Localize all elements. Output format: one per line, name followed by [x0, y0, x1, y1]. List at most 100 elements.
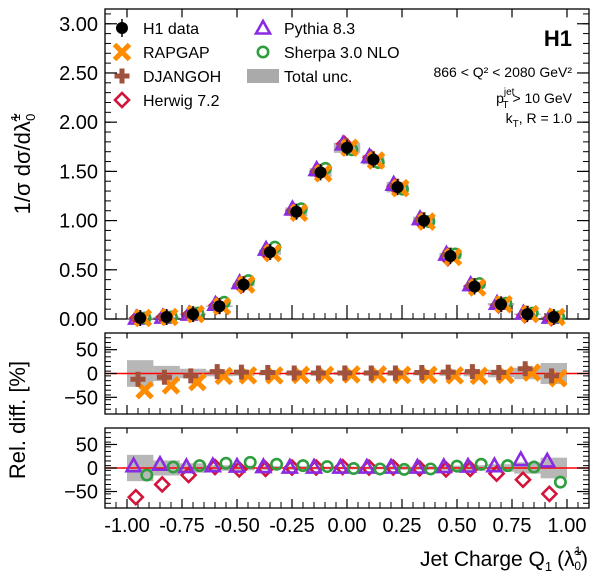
ratio-point-pythia-8-3: [408, 457, 427, 474]
ratio-point-sherpa-3-0-nlo: [474, 457, 488, 471]
legend-marker-total-unc: [247, 69, 279, 83]
ratio-point-pythia-8-3: [357, 457, 377, 474]
ratio-point-djangoh: [387, 365, 403, 381]
legend: H1 data RAPGAP DJANGOH Herwig 7.2 Pythia 8.3…: [112, 18, 400, 110]
ratio-point-pythia-8-3: [203, 455, 223, 473]
main-ytick-label: 1.50: [59, 161, 98, 183]
legend-marker-sherpa-3-0-nlo: [256, 45, 270, 59]
x-axis-label: Jet Charge Q1 (λ̃1 0): [420, 544, 588, 574]
ratio1-ytick-label: 0: [87, 364, 98, 386]
ratio-point-djangoh: [286, 365, 302, 381]
xtick-label: 0.00: [328, 515, 367, 537]
ratio-point-djangoh: [156, 369, 172, 385]
ratio-y-axis-label: Rel. diff. [%]: [5, 361, 30, 479]
ratio-point-sherpa-3-0-nlo: [140, 468, 154, 482]
main-ytick-label: 0.00: [59, 309, 98, 331]
xtick-label: -0.75: [159, 515, 205, 537]
legend-label-h1-data: H1 data: [143, 21, 199, 38]
ratio-point-sherpa-3-0-nlo: [243, 455, 257, 469]
ratio-point-djangoh: [517, 361, 533, 377]
ratio-point-djangoh: [130, 371, 146, 387]
ratio-point-sherpa-3-0-nlo: [296, 459, 310, 473]
y-label-sup: 1: [8, 114, 23, 121]
y-label-text: 1/σ dσ/dλ̃: [10, 113, 35, 214]
legend-marker-herwig-7-2: [113, 91, 131, 109]
ratio-point-sherpa-3-0-nlo: [347, 461, 361, 475]
ratio-point-sherpa-3-0-nlo: [450, 459, 464, 473]
ratio-point-pythia-8-3: [537, 451, 557, 468]
ratio-point-sherpa-3-0-nlo: [373, 462, 387, 476]
ratio-point-herwig-7-2: [461, 460, 480, 478]
y-label-sub: 0: [23, 114, 38, 121]
ratio-point-pythia-8-3: [434, 456, 454, 474]
ratio-point-djangoh: [544, 368, 560, 384]
ratio-point-djangoh: [310, 365, 326, 381]
ratio-point-sherpa-3-0-nlo: [553, 475, 567, 489]
ratio2-ytick-label: −50: [64, 482, 98, 504]
main-ytick-label: 0.50: [59, 260, 98, 282]
xtick-label: -1.00: [104, 515, 150, 537]
ratio2-ytick-label: 0: [87, 458, 98, 480]
ratio-point-herwig-7-2: [126, 488, 145, 507]
xtick-label: 0.75: [493, 515, 532, 537]
legend-marker-djangoh: [114, 68, 130, 84]
ratio-point-djangoh: [491, 365, 507, 381]
ratio-point-pythia-8-3: [511, 449, 531, 467]
ratio-point-pythia-8-3: [227, 456, 247, 473]
main-ytick-label: 3.00: [59, 14, 98, 36]
ratio-point-sherpa-3-0-nlo: [501, 459, 515, 473]
ratio-point-herwig-7-2: [153, 475, 172, 494]
ratio-point-djangoh: [209, 364, 225, 380]
legend-label-total-unc: Total unc.: [284, 69, 352, 86]
legend-label-herwig-7-2: Herwig 7.2: [143, 93, 220, 110]
ratio-point-djangoh: [183, 368, 199, 384]
ratio-point-djangoh: [363, 365, 379, 381]
ratio-point-pythia-8-3: [304, 457, 324, 474]
ratio-point-pythia-8-3: [485, 455, 504, 473]
cut-algo: kT, R = 1.0: [506, 110, 573, 130]
xtick-label: 1.00: [548, 515, 587, 537]
ratio-point-pythia-8-3: [150, 454, 170, 472]
ratio1-ytick-label: 50: [76, 340, 98, 362]
cut-pt: pjet T > 10 GeV: [496, 87, 573, 111]
ratio-point-sherpa-3-0-nlo: [320, 460, 334, 474]
main-ytick-label: 1.00: [59, 211, 98, 233]
ratio-point-pythia-8-3: [124, 455, 143, 473]
xtick-label: 0.25: [383, 515, 422, 537]
ratio-point-sherpa-3-0-nlo: [424, 462, 438, 476]
legend-label-pythia-8-3: Pythia 8.3: [284, 21, 355, 38]
legend-marker-pythia-8-3: [253, 18, 273, 35]
ratio-point-herwig-7-2: [514, 470, 532, 489]
xtick-label: -0.25: [269, 515, 315, 537]
ratio-point-djangoh: [440, 364, 456, 380]
ratio-point-djangoh: [464, 364, 480, 380]
main-ytick-label: 2.00: [59, 112, 98, 134]
main-y-axis-label: 1/σ dσ/dλ̃10: [8, 113, 38, 214]
ratio-point-pythia-8-3: [458, 456, 478, 473]
ratio-point-djangoh: [414, 365, 430, 381]
ratio-point-pythia-8-3: [280, 457, 300, 474]
svg-text:1/σ dσ/dλ̃10: 1/σ dσ/dλ̃10: [8, 113, 38, 214]
legend-label-rapgap: RAPGAP: [143, 45, 210, 62]
ratio-point-pythia-8-3: [177, 456, 196, 474]
ratio-point-pythia-8-3: [381, 457, 401, 474]
ratio-point-pythia-8-3: [331, 457, 350, 474]
cut-q2: 866 < Q² < 2080 GeV²: [433, 64, 572, 80]
ratio-point-herwig-7-2: [540, 485, 559, 503]
main-ytick-label: 2.50: [59, 63, 98, 85]
ratio-point-pythia-8-3: [254, 456, 273, 474]
xtick-label: -0.50: [214, 515, 260, 537]
ratio-point-sherpa-3-0-nlo: [270, 457, 284, 471]
ratio-y-label-text: Rel. diff. [%]: [5, 361, 30, 479]
experiment-label: H1: [544, 26, 572, 51]
ratio-point-sherpa-3-0-nlo: [527, 460, 541, 474]
ratio-point-djangoh: [260, 365, 276, 381]
ratio2-ytick-label: 50: [76, 434, 98, 456]
ratio-point-sherpa-3-0-nlo: [397, 462, 411, 476]
ratio1-ytick-label: −50: [64, 387, 98, 409]
ratio-point-herwig-7-2: [230, 460, 249, 479]
ratio-point-sherpa-3-0-nlo: [219, 456, 233, 470]
ratio-point-djangoh: [337, 365, 353, 381]
xtick-label: 0.50: [438, 515, 477, 537]
